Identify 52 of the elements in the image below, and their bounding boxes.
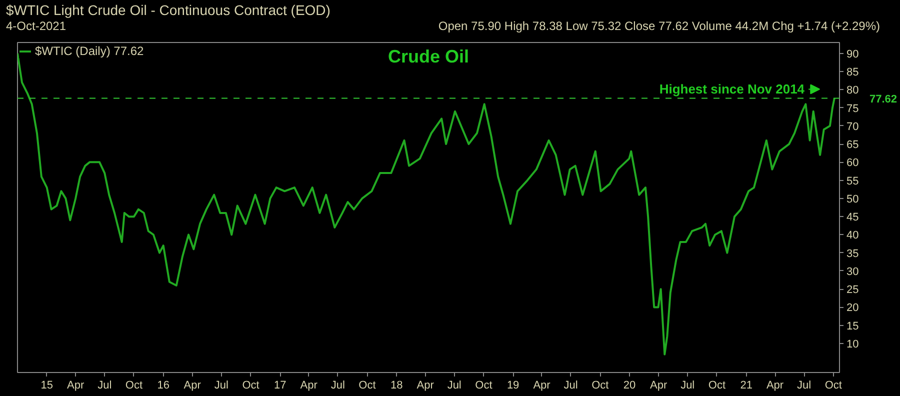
- x-tick-label: Oct: [824, 380, 842, 392]
- y-tick-label: 25: [846, 284, 859, 296]
- chart-subtitle: $WTIC Light Crude Oil - Continuous Contract (EOD): [6, 1, 330, 20]
- y-tick-label: 45: [846, 212, 859, 224]
- x-tick-label: Jul: [797, 380, 812, 392]
- ref-line-label: 77.62: [870, 93, 898, 106]
- x-tick-label: Jul: [447, 380, 462, 392]
- y-tick-label: 20: [846, 302, 859, 314]
- x-tick-label: Apr: [416, 380, 434, 392]
- x-tick-label: 17: [274, 380, 286, 392]
- x-tick-label: Oct: [592, 380, 609, 392]
- x-tick-label: Oct: [125, 380, 143, 392]
- legend-label: $WTIC (Daily) 77.62: [35, 44, 144, 58]
- x-tick-label: 18: [390, 380, 403, 392]
- y-tick-label: 60: [846, 157, 859, 170]
- y-tick-label: 70: [846, 120, 859, 133]
- y-tick-label: 40: [846, 230, 859, 242]
- y-tick-label: 80: [846, 84, 859, 97]
- x-tick-label: Apr: [300, 380, 318, 392]
- y-tick-label: 55: [846, 175, 859, 188]
- x-tick-label: Apr: [650, 380, 668, 392]
- y-tick-label: 30: [846, 266, 859, 278]
- x-tick-label: Oct: [358, 380, 376, 392]
- x-tick-label: 16: [157, 380, 170, 392]
- x-tick-label: 15: [40, 380, 53, 392]
- text: Open 75.90 High 78.38 Low 75.32 Close 77.62 Volume 44.2M Chg +1.74 (+2.29%): [438, 18, 880, 35]
- x-tick-label: Apr: [67, 380, 84, 392]
- y-tick-label: 90: [846, 48, 859, 60]
- x-tick-label: Oct: [475, 380, 492, 392]
- text: 4-Oct-2021: [6, 18, 66, 35]
- annotation: Highest since Nov 2014: [659, 82, 806, 97]
- x-tick-label: Jul: [680, 380, 695, 392]
- x-tick-label: Jul: [98, 380, 112, 392]
- x-tick-label: Apr: [533, 380, 551, 392]
- x-tick-label: Jul: [214, 380, 228, 392]
- x-tick-label: 21: [740, 380, 752, 392]
- y-tick-label: 75: [846, 102, 859, 115]
- y-tick-label: 10: [846, 338, 859, 350]
- x-tick-label: Oct: [242, 380, 260, 392]
- x-tick-label: 20: [623, 380, 636, 392]
- y-tick-label: 85: [846, 66, 859, 79]
- x-tick-label: Apr: [766, 380, 784, 392]
- x-tick-label: Apr: [184, 380, 202, 392]
- y-tick-label: 35: [846, 248, 859, 260]
- y-tick-label: 15: [846, 320, 859, 332]
- x-tick-label: Oct: [708, 380, 726, 392]
- x-tick-label: Jul: [564, 380, 578, 392]
- chart-title: Crude Oil: [388, 46, 470, 66]
- x-tick-label: Jul: [330, 380, 345, 392]
- y-tick-label: 65: [846, 139, 859, 152]
- x-tick-label: 19: [506, 380, 520, 392]
- y-tick-label: 50: [846, 193, 859, 206]
